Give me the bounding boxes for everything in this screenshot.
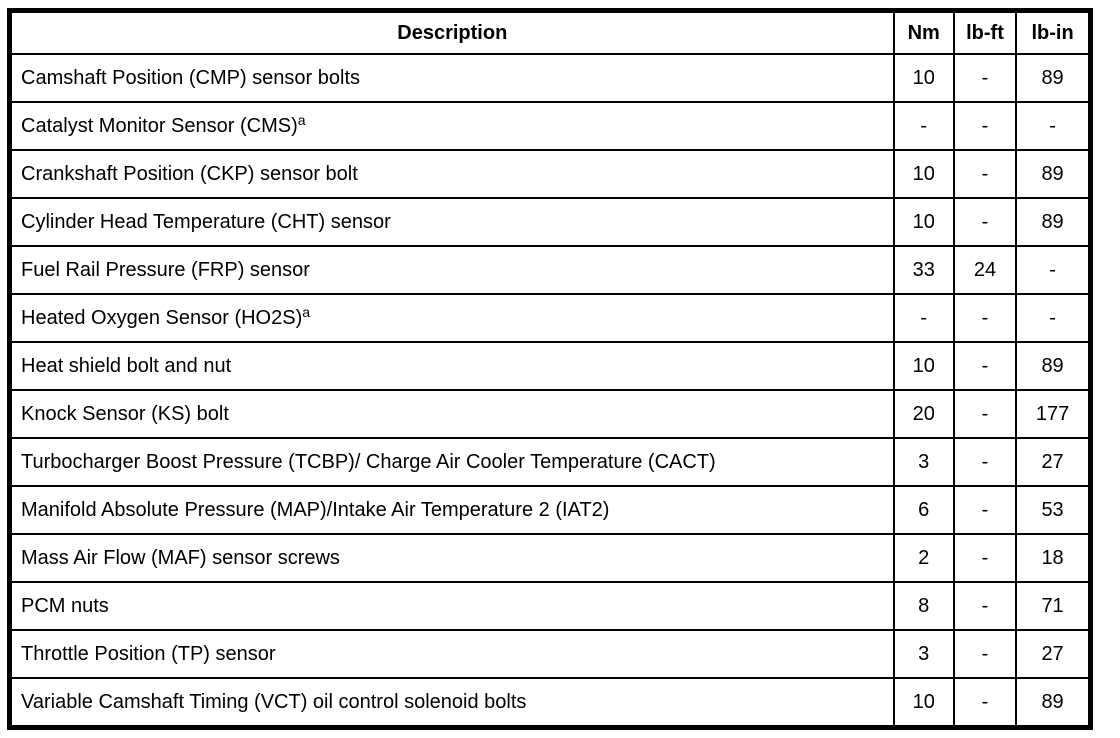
nm-value-cell: 10: [892, 197, 955, 247]
lb-in-value-cell: 27: [1015, 437, 1092, 487]
nm-value-cell: 10: [892, 53, 955, 103]
table-row: Variable Camshaft Timing (VCT) oil contr…: [8, 677, 1092, 729]
nm-value-cell: 10: [892, 677, 955, 729]
lb-ft-value-cell: -: [952, 341, 1018, 391]
description-cell: Heated Oxygen Sensor (HO2S)a: [8, 293, 895, 343]
description-cell: Variable Camshaft Timing (VCT) oil contr…: [8, 677, 895, 729]
table-row: Crankshaft Position (CKP) sensor bolt 10…: [8, 149, 1092, 199]
description-text: Cylinder Head Temperature (CHT) sensor: [21, 210, 391, 233]
column-header-description: Description: [8, 9, 895, 55]
column-header-nm: Nm: [892, 9, 955, 55]
description-cell: Knock Sensor (KS) bolt: [8, 389, 895, 439]
lb-ft-value-cell: -: [952, 53, 1018, 103]
description-text: Fuel Rail Pressure (FRP) sensor: [21, 258, 310, 281]
nm-value-cell: 33: [892, 245, 955, 295]
lb-in-value-cell: 177: [1015, 389, 1092, 439]
table-row: Turbocharger Boost Pressure (TCBP)/ Char…: [8, 437, 1092, 487]
table-row: Camshaft Position (CMP) sensor bolts 10 …: [8, 53, 1092, 103]
lb-in-value-cell: 89: [1015, 677, 1092, 729]
description-cell: Camshaft Position (CMP) sensor bolts: [8, 53, 895, 103]
description-cell: Throttle Position (TP) sensor: [8, 629, 895, 679]
lb-ft-value-cell: -: [952, 101, 1018, 151]
description-cell: Crankshaft Position (CKP) sensor bolt: [8, 149, 895, 199]
nm-value-cell: -: [892, 101, 955, 151]
table-row: Catalyst Monitor Sensor (CMS)a - - -: [8, 101, 1092, 151]
table-row: Heated Oxygen Sensor (HO2S)a - - -: [8, 293, 1092, 343]
table-row: Mass Air Flow (MAF) sensor screws 2 - 18: [8, 533, 1092, 583]
table-row: Knock Sensor (KS) bolt 20 - 177: [8, 389, 1092, 439]
description-cell: Catalyst Monitor Sensor (CMS)a: [8, 101, 895, 151]
table-row: Throttle Position (TP) sensor 3 - 27: [8, 629, 1092, 679]
footnote-marker: a: [297, 111, 306, 128]
description-text: Crankshaft Position (CKP) sensor bolt: [21, 162, 358, 185]
lb-in-value-cell: -: [1015, 101, 1092, 151]
table-row: Heat shield bolt and nut 10 - 89: [8, 341, 1092, 391]
lb-in-value-cell: 89: [1015, 53, 1092, 103]
lb-in-value-cell: -: [1015, 245, 1092, 295]
table-row: Cylinder Head Temperature (CHT) sensor 1…: [8, 197, 1092, 247]
table-row: Fuel Rail Pressure (FRP) sensor 33 24 -: [8, 245, 1092, 295]
description-text: Camshaft Position (CMP) sensor bolts: [21, 66, 361, 89]
footnote-marker: a: [302, 303, 311, 320]
nm-value-cell: 10: [892, 149, 955, 199]
table-row: Manifold Absolute Pressure (MAP)/Intake …: [8, 485, 1092, 535]
nm-value-cell: 3: [892, 437, 955, 487]
description-text: Heat shield bolt and nut: [21, 354, 232, 377]
lb-ft-value-cell: -: [952, 485, 1018, 535]
nm-value-cell: 6: [892, 485, 955, 535]
nm-value-cell: 20: [892, 389, 955, 439]
lb-ft-value-cell: -: [952, 533, 1018, 583]
description-text: Throttle Position (TP) sensor: [21, 642, 276, 665]
table-body: Camshaft Position (CMP) sensor bolts 10 …: [8, 53, 1092, 729]
column-header-lb-in: lb-in: [1015, 9, 1092, 55]
nm-value-cell: 3: [892, 629, 955, 679]
description-text: PCM nuts: [21, 594, 109, 617]
lb-ft-value-cell: -: [952, 389, 1018, 439]
lb-in-value-cell: 18: [1015, 533, 1092, 583]
lb-ft-value-cell: 24: [952, 245, 1018, 295]
lb-ft-value-cell: -: [952, 581, 1018, 631]
table-row: PCM nuts 8 - 71: [8, 581, 1092, 631]
lb-in-value-cell: 71: [1015, 581, 1092, 631]
lb-in-value-cell: 53: [1015, 485, 1092, 535]
description-text: Mass Air Flow (MAF) sensor screws: [21, 546, 340, 569]
document-page: Description Nm lb-ft lb-in Camshaft Posi…: [7, 8, 1093, 730]
description-cell: Mass Air Flow (MAF) sensor screws: [8, 533, 895, 583]
description-cell: Manifold Absolute Pressure (MAP)/Intake …: [8, 485, 895, 535]
description-text: Turbocharger Boost Pressure (TCBP)/ Char…: [21, 450, 716, 473]
torque-spec-table: Description Nm lb-ft lb-in Camshaft Posi…: [7, 8, 1093, 730]
nm-value-cell: -: [892, 293, 955, 343]
lb-ft-value-cell: -: [952, 293, 1018, 343]
description-cell: Turbocharger Boost Pressure (TCBP)/ Char…: [8, 437, 895, 487]
column-header-lb-ft: lb-ft: [952, 9, 1018, 55]
description-text: Knock Sensor (KS) bolt: [21, 402, 229, 425]
lb-in-value-cell: 89: [1015, 149, 1092, 199]
description-cell: Fuel Rail Pressure (FRP) sensor: [8, 245, 895, 295]
lb-ft-value-cell: -: [952, 149, 1018, 199]
description-text: Manifold Absolute Pressure (MAP)/Intake …: [21, 498, 610, 521]
lb-ft-value-cell: -: [952, 197, 1018, 247]
nm-value-cell: 10: [892, 341, 955, 391]
lb-in-value-cell: 27: [1015, 629, 1092, 679]
description-cell: PCM nuts: [8, 581, 895, 631]
nm-value-cell: 8: [892, 581, 955, 631]
lb-ft-value-cell: -: [952, 437, 1018, 487]
description-text: Heated Oxygen Sensor (HO2S): [21, 306, 303, 329]
header-row: Description Nm lb-ft lb-in: [8, 9, 1092, 55]
description-text: Variable Camshaft Timing (VCT) oil contr…: [21, 690, 527, 713]
lb-ft-value-cell: -: [952, 677, 1018, 729]
lb-in-value-cell: 89: [1015, 341, 1092, 391]
lb-in-value-cell: -: [1015, 293, 1092, 343]
description-cell: Cylinder Head Temperature (CHT) sensor: [8, 197, 895, 247]
lb-ft-value-cell: -: [952, 629, 1018, 679]
nm-value-cell: 2: [892, 533, 955, 583]
description-text: Catalyst Monitor Sensor (CMS): [21, 114, 298, 137]
description-cell: Heat shield bolt and nut: [8, 341, 895, 391]
lb-in-value-cell: 89: [1015, 197, 1092, 247]
